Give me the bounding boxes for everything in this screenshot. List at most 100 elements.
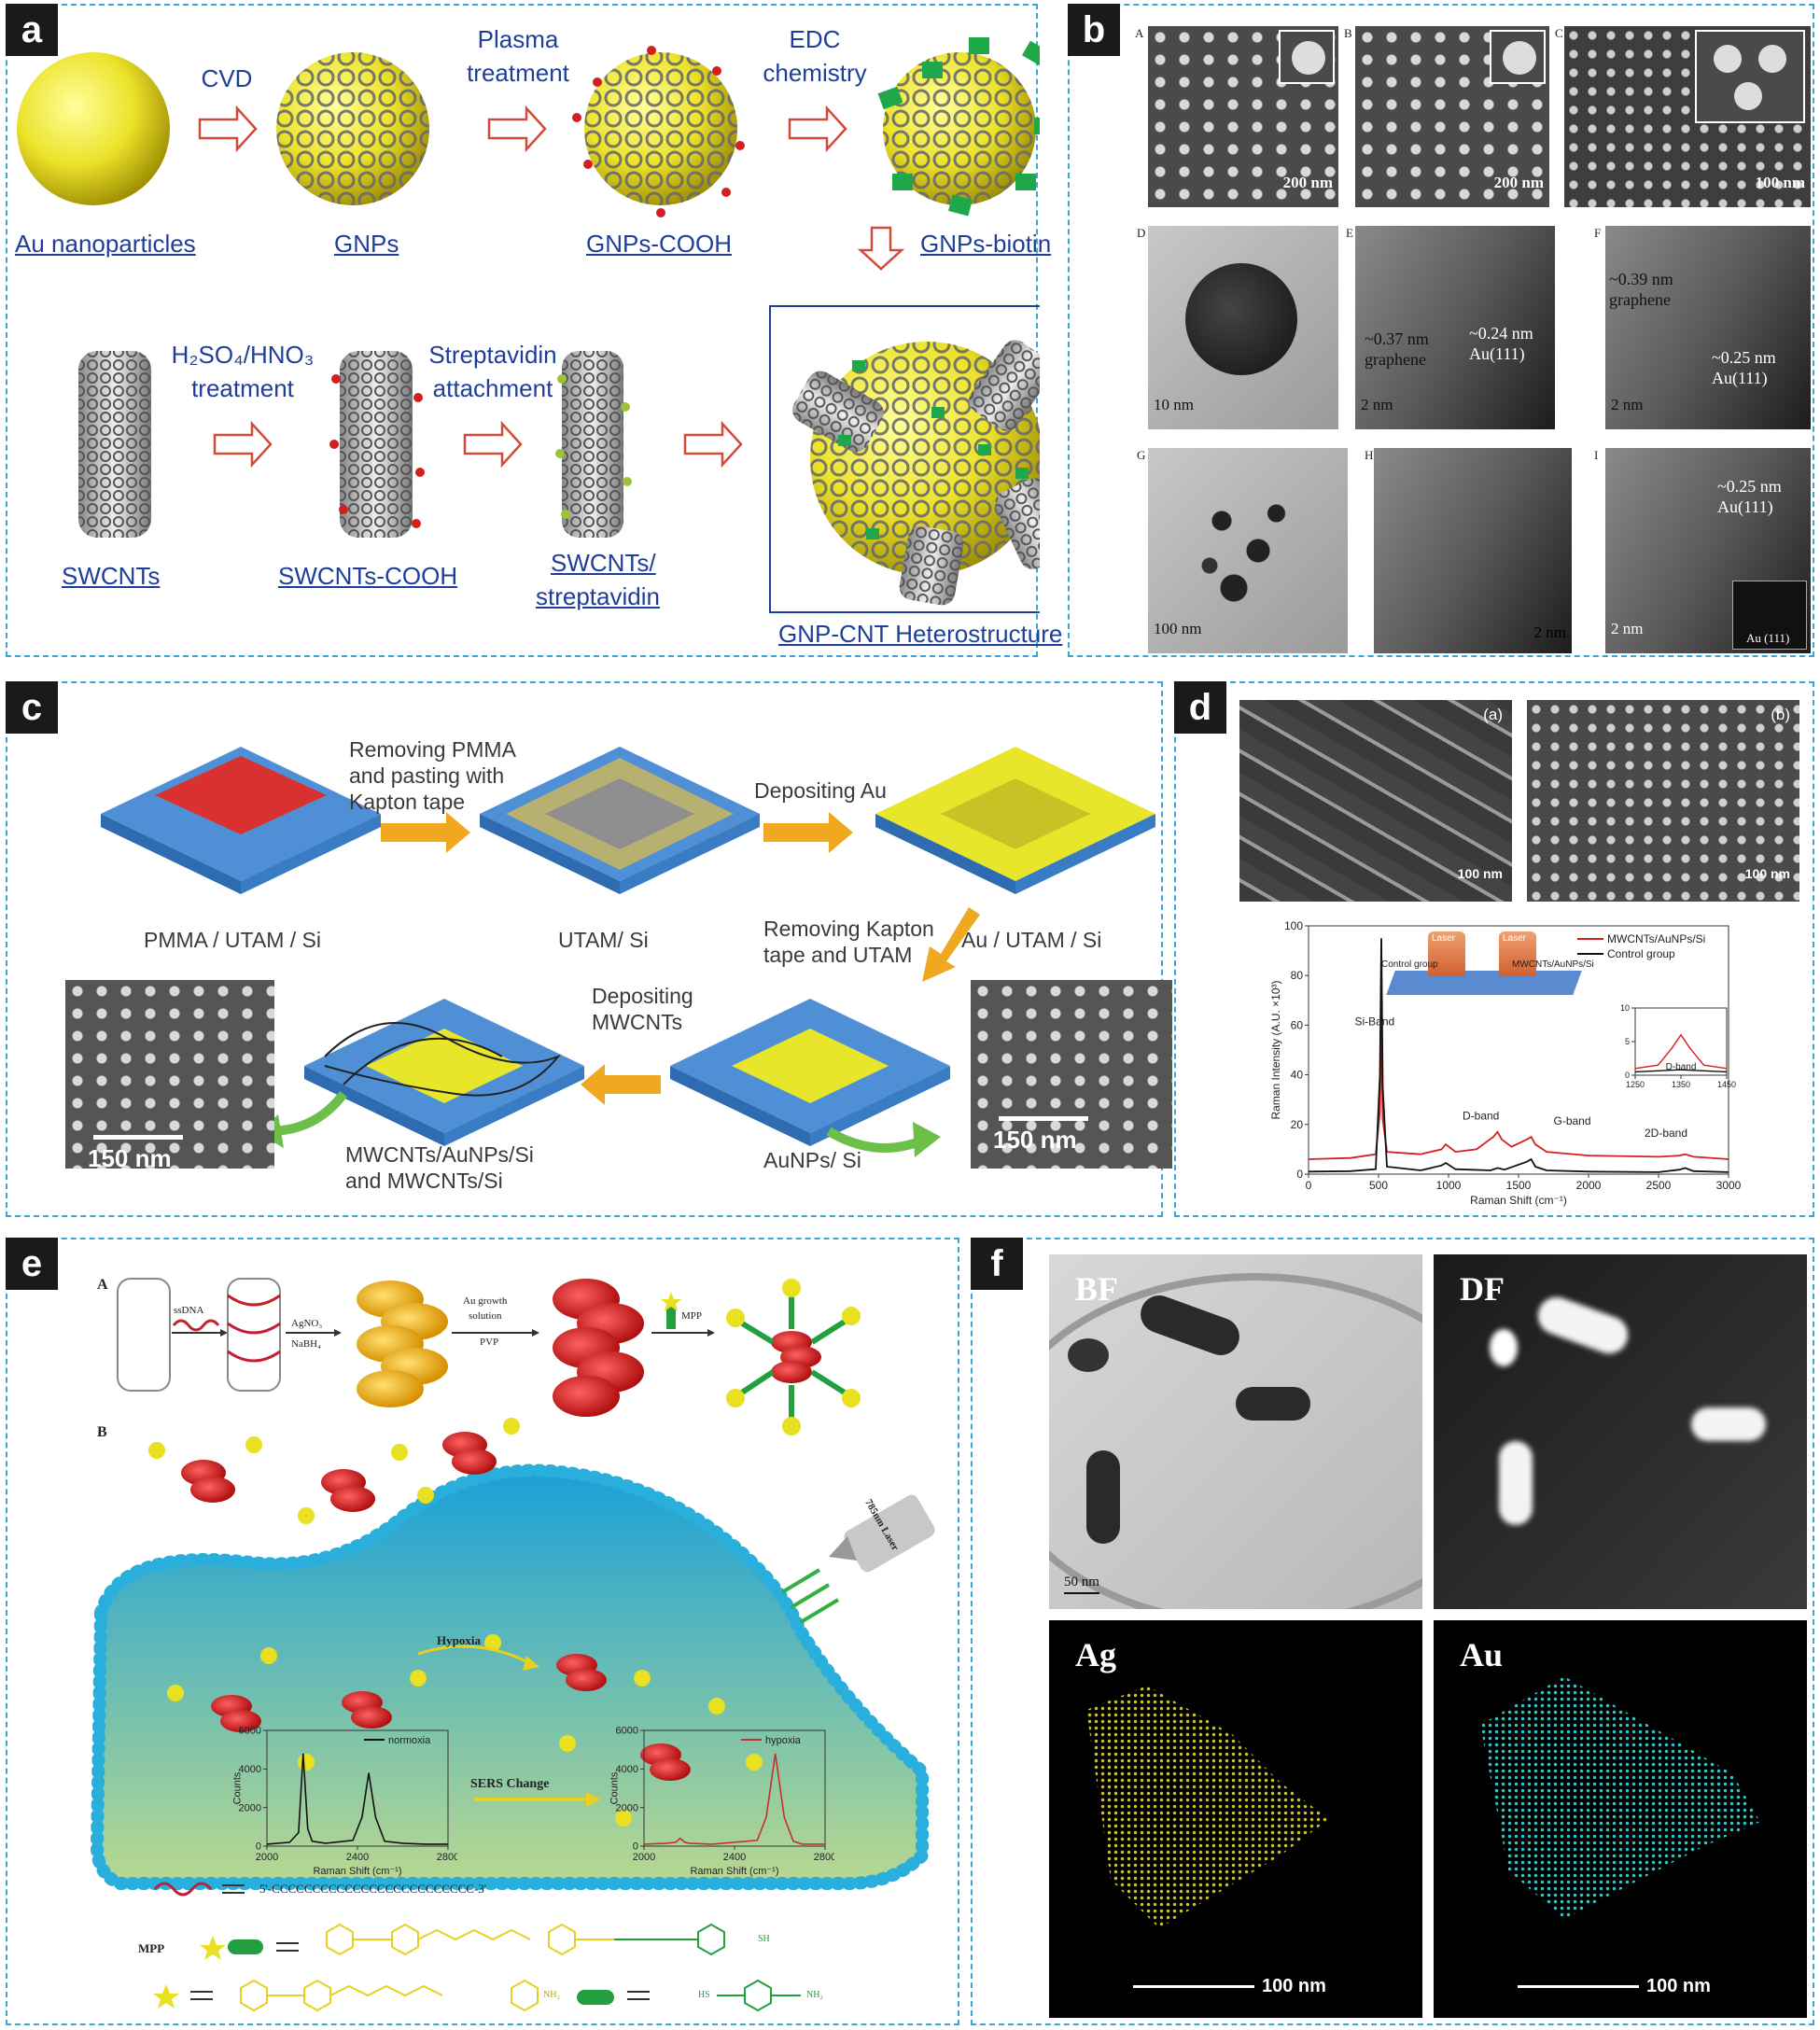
x-tick-label: 2500 [1646, 1179, 1672, 1192]
hrtem-f-letter: F [1594, 226, 1602, 240]
y-tick-label: 5 [1625, 1037, 1630, 1046]
label-gnps-cooh: GNPs-COOH [586, 230, 732, 258]
y-axis-label: Counts [231, 1771, 243, 1804]
e-ann-graphene: ~0.37 nm graphene [1365, 329, 1429, 369]
e-scale: 2 nm [1361, 396, 1393, 413]
bf-title: BF [1075, 1270, 1119, 1308]
arrow-hetero [683, 420, 743, 469]
arrow-cvd [198, 105, 258, 153]
sem-image-b: 200 nm [1355, 26, 1549, 207]
band-label-si: Si-Band [1355, 1015, 1395, 1028]
label-swcnts-strep-1: SWCNTs/ [551, 549, 656, 577]
f-ann-au: ~0.25 nm Au(111) [1712, 348, 1776, 387]
y-axis-label: Raman Intensity (A.U. ×10³) [1269, 980, 1282, 1119]
panel-f-tag: f [971, 1238, 1023, 1290]
x-axis-label: Raman Shift (cm⁻¹) [1470, 1194, 1567, 1207]
text-depositing-au: Depositing Au [754, 778, 887, 803]
label-gnps-biotin: GNPs-biotin [920, 230, 1052, 258]
e-nabh4: NaBH₄ [291, 1338, 321, 1350]
text-removing-pmma-3: Kapton tape [349, 790, 466, 814]
g-scale: 100 nm [1154, 620, 1202, 637]
y-tick-label: 2000 [616, 1802, 638, 1813]
panel-b-tag: b [1068, 4, 1120, 56]
mpp-probe-icon [661, 1292, 681, 1329]
sem-c-scale-left: 150 nm [88, 1144, 172, 1169]
e-nh2: NH₂ [543, 1990, 560, 2000]
bf-scale: 50 nm [1064, 1575, 1099, 1594]
e-agno3: AgNO₃ [291, 1318, 323, 1329]
plot-frame [1634, 1007, 1728, 1076]
ag-scale: 100 nm [1133, 1976, 1326, 1997]
e-hs: HS [698, 1990, 710, 2000]
gnp-biotin-sphere [877, 37, 1040, 217]
swcnt-streptavidin-tube [555, 351, 632, 538]
label-gnps: GNPs [334, 230, 399, 258]
text-utam-si: UTAM/ Si [558, 928, 649, 952]
swcnt-cooh-tube [329, 351, 425, 538]
y-axis-label: Counts [609, 1771, 620, 1804]
text-depositing-mwcnts-2: MWCNTs [592, 1010, 683, 1034]
y-tick-label: 40 [1291, 1069, 1304, 1082]
arrow-acid [213, 420, 273, 469]
swcnt-tube [78, 351, 151, 538]
text-removing-pmma-2: and pasting with [349, 763, 505, 788]
e-sub-a: A [97, 1277, 108, 1293]
f-ann-graphene: ~0.39 nm graphene [1609, 270, 1673, 309]
text-mwcnts-aunps-si-1: MWCNTs/AuNPs/Si [345, 1142, 534, 1167]
label-au-nanoparticles: Au nanoparticles [15, 230, 196, 258]
ag-title: Ag [1075, 1636, 1116, 1673]
substrate-mwcnts [304, 999, 584, 1146]
step-acid-1: H₂SO₄/HNO₃ [171, 341, 315, 369]
e-sers-change: SERS Change [470, 1777, 550, 1791]
hrtem-i-letter: I [1594, 448, 1599, 462]
h-scale: 2 nm [1533, 623, 1566, 641]
inset-laser-1: Laser [1432, 933, 1456, 944]
x-tick-label: 2000 [256, 1852, 278, 1863]
df-image: DF [1434, 1254, 1807, 1609]
panel-a-illustration [17, 37, 1040, 613]
step-edc-2: chemistry [763, 59, 867, 87]
y-tick-label: 6000 [239, 1726, 261, 1737]
band-label-g: G-band [1554, 1114, 1591, 1127]
inset-dband-label: D-band [1666, 1062, 1697, 1072]
e-au-growth-2: solution [469, 1310, 502, 1322]
x-tick-label: 3000 [1716, 1179, 1742, 1192]
step-acid-2: treatment [191, 374, 294, 402]
panel-c: c [6, 681, 1172, 1217]
legend-star-2 [153, 1984, 179, 2009]
series-line-1 [1308, 938, 1729, 1173]
hrtem-e-letter: E [1346, 226, 1353, 240]
sem-image-d-b: (b) 100 nm [1527, 700, 1799, 902]
ssdna-wave [172, 1319, 220, 1332]
panel-e-tag: e [6, 1238, 58, 1290]
hrtem-h-letter: H [1365, 448, 1374, 462]
sem-image-d-a: (a) 100 nm [1239, 700, 1512, 902]
hrtem-image-i: ~0.25 nm Au(111) Au (111) 2 nm [1605, 448, 1811, 653]
cell-membrane [90, 1463, 929, 1890]
label-heterostructure: GNP-CNT Heterostructure [778, 620, 1063, 648]
cnt-template [117, 1278, 281, 1392]
e-nh2-b: NH₂ [806, 1990, 823, 2000]
hrtem-image-e: ~0.37 nm graphene ~0.24 nm Au(111) 2 nm [1355, 226, 1555, 429]
substrate-pmma [101, 747, 381, 894]
df-title: DF [1460, 1270, 1505, 1308]
series-line-0 [266, 1753, 448, 1845]
laser-icon [829, 1494, 935, 1573]
inset-control-label: Control group [1381, 959, 1438, 970]
gnp-sphere [276, 52, 429, 205]
e-ssdna: ssDNA [174, 1305, 204, 1316]
panel-c-process-diagram [101, 747, 1155, 1157]
text-removing-kapton-2: tape and UTAM [763, 943, 913, 967]
sem-b-scale: 200 nm [1493, 174, 1544, 191]
y-tick-label: 0 [256, 1841, 261, 1853]
orange-arrow-1 [381, 812, 470, 853]
substrate-utam [480, 747, 760, 894]
step-strep-2: attachment [432, 374, 553, 402]
outside-probes [181, 1432, 691, 1781]
tem-d-letter: D [1137, 226, 1146, 240]
e-sub-b: B [97, 1424, 107, 1440]
substrate-aunps [670, 999, 950, 1146]
label-swcnts-strep-2: streptavidin [536, 582, 660, 610]
step-cvd: CVD [201, 64, 253, 92]
